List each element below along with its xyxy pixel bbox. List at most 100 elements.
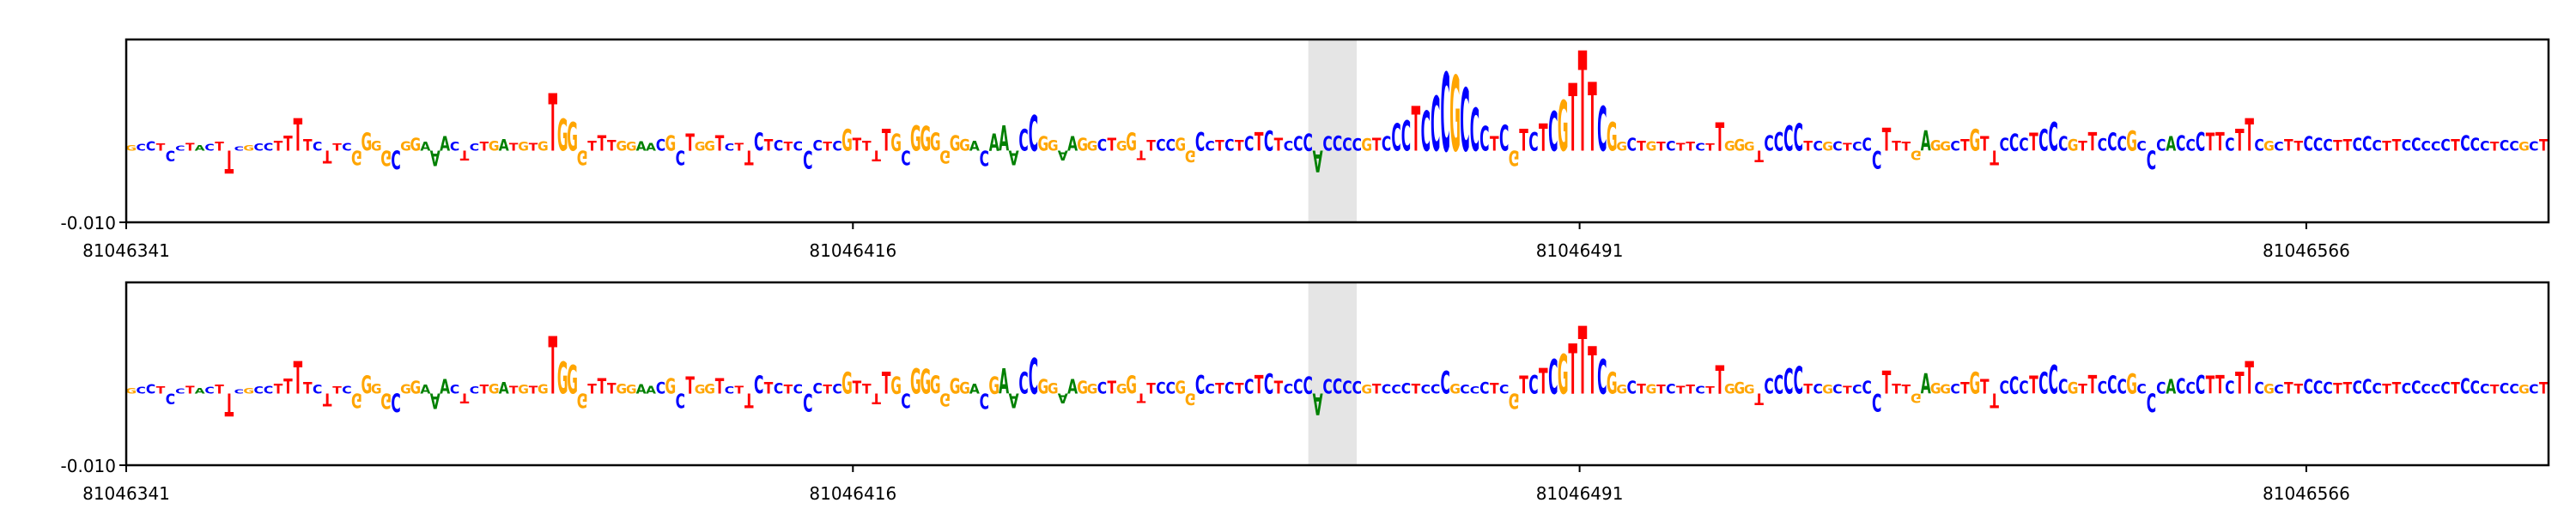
- logo-letter-C: C: [774, 380, 783, 397]
- logo-letter-C: C: [1695, 385, 1704, 397]
- logo-letter-C: C: [2274, 140, 2283, 154]
- logo-letter-C: C: [2460, 131, 2470, 156]
- logo-letter-G: G: [988, 373, 999, 400]
- y-tick-label: -0.010: [61, 456, 116, 476]
- logo-letter-T: T: [1146, 380, 1156, 397]
- logo-letter-G: G: [1077, 135, 1088, 155]
- logo-letter-G: G: [950, 374, 961, 399]
- logo-letter-G: G: [1822, 140, 1833, 154]
- logo-letter-C: C: [1166, 379, 1176, 397]
- logo-letter-C: C: [2500, 380, 2509, 397]
- logo-letter-T: T: [509, 142, 519, 154]
- logo-letter-T: T: [332, 142, 342, 153]
- logo-letter-C: C: [2117, 375, 2126, 398]
- logo-letter-C: C: [725, 142, 734, 153]
- logo-letter-C: C: [1018, 124, 1028, 159]
- logo-letter-T: T: [225, 385, 234, 422]
- logo-letter-G: G: [1087, 380, 1098, 397]
- logo-letter-C: C: [1401, 113, 1411, 161]
- logo-letter-C: C: [166, 147, 175, 164]
- logo-letter-T: T: [882, 367, 891, 402]
- logo-letter-C: C: [342, 385, 351, 397]
- logo-letter-G: G: [1449, 56, 1461, 176]
- logo-letter-G: G: [695, 140, 706, 154]
- logo-letter-G: G: [616, 380, 627, 397]
- logo-letter-T: T: [1656, 383, 1666, 397]
- logo-letter-C: C: [2440, 379, 2450, 397]
- logo-letter-T: T: [1686, 383, 1695, 397]
- logo-letter-C: C: [146, 139, 155, 154]
- logo-letter-G: G: [1175, 135, 1186, 155]
- logo-letter-C: C: [2058, 132, 2068, 155]
- logo-letter-T: T: [460, 147, 470, 163]
- logo-letter-C: C: [725, 385, 734, 396]
- logo-letter-T: T: [2029, 130, 2038, 157]
- logo-letter-C: C: [1764, 374, 1773, 399]
- logo-letter-T: T: [1990, 146, 1999, 169]
- logo-letter-G: G: [1126, 373, 1137, 400]
- logo-letter-T: T: [1980, 132, 1990, 155]
- logo-letter-C: C: [803, 387, 812, 415]
- highlight-band: [1308, 39, 1358, 222]
- logo-letter-T: T: [853, 135, 862, 155]
- logo-letter-T: T: [1137, 391, 1146, 406]
- logo-letter-C: C: [1421, 383, 1431, 397]
- logo-letter-G: G: [665, 374, 677, 399]
- logo-letter-C: C: [980, 388, 989, 413]
- logo-letter-C: C: [2411, 378, 2421, 398]
- logo-letter-C: C: [1342, 378, 1352, 398]
- logo-letter-G: G: [125, 143, 137, 153]
- logo-letter-C: C: [1333, 374, 1342, 399]
- logo-letter-T: T: [1676, 385, 1686, 397]
- logo-letter-C: C: [1322, 132, 1332, 155]
- logo-letter-T: T: [823, 140, 832, 154]
- logo-letter-C: C: [234, 145, 245, 152]
- logo-letter-A: A: [636, 139, 647, 154]
- logo-letter-T: T: [185, 142, 195, 154]
- logo-letter-T: T: [2333, 137, 2342, 154]
- logo-letter-C: C: [1999, 135, 2008, 155]
- logo-letter-C: C: [1195, 370, 1205, 400]
- logo-letter-G: G: [1558, 86, 1569, 167]
- logo-letter-T: T: [2215, 370, 2225, 400]
- logo-letter-T: T: [1803, 137, 1813, 154]
- logo-letter-C: C: [1224, 379, 1234, 397]
- logo-letter-C: C: [2009, 373, 2019, 400]
- logo-letter-A: A: [420, 383, 431, 397]
- logo-letter-T: T: [598, 374, 607, 399]
- logo-letter-C: C: [2353, 135, 2362, 155]
- logo-letter-A: A: [969, 137, 981, 154]
- logo-letter-C: C: [1862, 378, 1872, 398]
- logo-letter-T: T: [872, 147, 881, 164]
- logo-letter-T: T: [1274, 135, 1284, 155]
- logo-letter-G: G: [1911, 148, 1922, 163]
- logo-letter-T: T: [2392, 379, 2402, 397]
- logo-letter-C: C: [1528, 370, 1538, 400]
- logo-letter-T: T: [1215, 380, 1224, 397]
- logo-letter-T: T: [1578, 22, 1588, 183]
- logo-letter-C: C: [2313, 135, 2323, 155]
- logo-letter-T: T: [862, 137, 872, 154]
- logo-letter-C: C: [313, 140, 322, 154]
- logo-letter-C: C: [793, 139, 803, 154]
- logo-letter-G: G: [243, 386, 254, 396]
- logo-letter-G: G: [1038, 375, 1049, 398]
- logo-letter-C: C: [1597, 350, 1607, 405]
- logo-letter-C: C: [980, 145, 989, 170]
- logo-letter-C: C: [1999, 378, 2008, 398]
- logo-letter-C: C: [2176, 374, 2185, 399]
- logo-letter-C: C: [2098, 379, 2107, 398]
- logo-letter-C: C: [812, 380, 822, 397]
- logo-letter-C: C: [2323, 379, 2332, 397]
- logo-letter-T: T: [1372, 380, 1382, 397]
- logo-letter-T: T: [1372, 135, 1382, 155]
- logo-letter-A: A: [499, 379, 510, 397]
- logo-letter-C: C: [1303, 373, 1313, 400]
- logo-letter-C: C: [1322, 375, 1332, 398]
- logo-letter-C: C: [2431, 382, 2440, 397]
- logo-letter-T: T: [274, 380, 283, 397]
- logo-letter-C: C: [2176, 131, 2185, 156]
- logo-letter-A: A: [1058, 390, 1069, 406]
- logo-letter-T: T: [1539, 361, 1548, 403]
- logo-letter-T: T: [1578, 309, 1588, 416]
